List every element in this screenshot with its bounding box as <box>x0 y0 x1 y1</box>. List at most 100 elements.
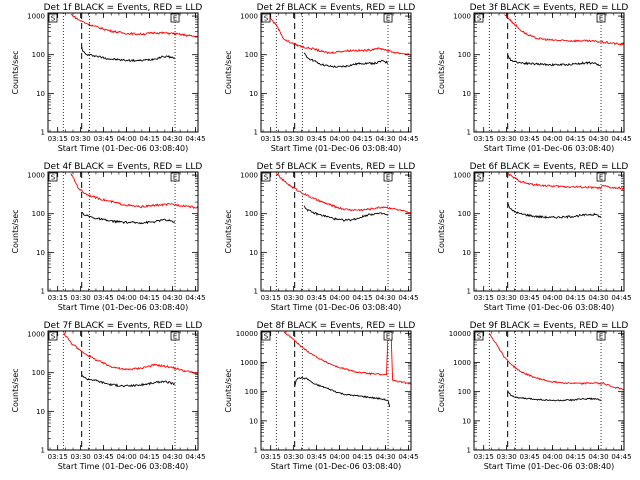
marker-box-label: E <box>386 15 390 23</box>
y-axis-label: Counts/sec <box>437 50 446 94</box>
x-tick-label: 03:15 <box>48 453 68 461</box>
lld-series-line <box>70 173 199 209</box>
marker-box <box>383 13 393 23</box>
marker-box-label: S <box>51 15 56 23</box>
events-series-line <box>507 54 602 67</box>
marker-box <box>48 331 58 341</box>
y-tick-label: 10 <box>462 417 471 425</box>
x-tick-label: 03:45 <box>307 135 327 143</box>
marker-box <box>596 172 606 182</box>
marker-box-label: S <box>264 174 269 182</box>
x-tick-label: 04:30 <box>588 453 608 461</box>
events-series-line <box>294 376 391 407</box>
x-tick-label: 04:00 <box>329 135 349 143</box>
lld-series-line <box>507 172 625 191</box>
x-axis-label: Start Time (01-Dec-06 03:08:40) <box>484 144 615 153</box>
y-tick-label: 1000 <box>240 359 258 367</box>
y-tick-label: 1000 <box>453 172 471 180</box>
panel-title: Det 6f BLACK = Events, RED = LLD <box>470 162 629 172</box>
x-tick-label: 04:45 <box>185 294 205 302</box>
marker-box <box>170 331 180 341</box>
x-tick-label: 03:15 <box>261 294 281 302</box>
panel-det-1: Det 1f BLACK = Events, RED = LLD Counts/s… <box>11 3 206 153</box>
y-tick-label: 1000 <box>453 359 471 367</box>
marker-box-label: S <box>477 333 482 341</box>
y-tick-label: 10 <box>36 249 45 257</box>
x-tick-label: 04:15 <box>139 294 159 302</box>
x-tick-label: 03:15 <box>48 294 68 302</box>
y-tick-label: 10 <box>249 417 258 425</box>
panel-title: Det 2f BLACK = Events, RED = LLD <box>257 3 416 13</box>
x-tick-label: 03:15 <box>48 135 68 143</box>
y-tick-label: 1000 <box>27 13 45 21</box>
x-tick-label: 04:45 <box>185 135 205 143</box>
plot-frame <box>473 330 625 451</box>
x-tick-label: 04:00 <box>542 453 562 461</box>
x-tick-label: 03:15 <box>261 135 281 143</box>
y-tick-label: 1 <box>41 288 45 296</box>
x-tick-label: 04:00 <box>116 453 136 461</box>
marker-box-label: E <box>386 174 390 182</box>
x-tick-label: 04:45 <box>398 135 418 143</box>
y-tick-label: 10 <box>249 90 258 98</box>
panel-det-7: Det 7f BLACK = Events, RED = LLD Counts/s… <box>11 321 206 471</box>
marker-box-label: S <box>51 333 56 341</box>
x-tick-label: 04:45 <box>398 294 418 302</box>
marker-box <box>383 331 393 341</box>
y-axis-label: Counts/sec <box>437 368 446 412</box>
x-tick-label: 03:30 <box>497 135 517 143</box>
marker-box-label: S <box>477 15 482 23</box>
x-tick-label: 03:45 <box>307 294 327 302</box>
x-tick-label: 04:30 <box>162 453 182 461</box>
y-tick-label: 10 <box>249 249 258 257</box>
x-tick-label: 03:45 <box>94 453 114 461</box>
marker-box <box>474 331 484 341</box>
panel-title: Det 4f BLACK = Events, RED = LLD <box>44 162 203 172</box>
x-tick-label: 04:45 <box>398 453 418 461</box>
panel-title: Det 5f BLACK = Events, RED = LLD <box>257 162 416 172</box>
panel-det-4: Det 4f BLACK = Events, RED = LLD Counts/s… <box>11 162 206 312</box>
events-series-line <box>303 52 388 69</box>
x-tick-label: 04:45 <box>611 135 631 143</box>
y-tick-label: 10 <box>462 249 471 257</box>
y-tick-label: 1 <box>254 447 258 455</box>
plot-frame <box>473 12 625 133</box>
lld-series-line <box>275 173 412 214</box>
events-series-line <box>81 46 176 63</box>
x-tick-label: 04:45 <box>611 294 631 302</box>
y-tick-label: 100 <box>32 369 45 377</box>
marker-box <box>170 13 180 23</box>
x-tick-label: 04:00 <box>542 135 562 143</box>
panel-title: Det 1f BLACK = Events, RED = LLD <box>44 3 203 13</box>
panel-title: Det 7f BLACK = Events, RED = LLD <box>44 321 203 331</box>
x-axis-label: Start Time (01-Dec-06 03:08:40) <box>271 144 402 153</box>
y-tick-label: 10 <box>462 90 471 98</box>
marker-box-label: E <box>173 174 177 182</box>
x-tick-label: 03:15 <box>474 135 494 143</box>
marker-box <box>474 172 484 182</box>
y-axis-label: Counts/sec <box>224 50 233 94</box>
panel-title: Det 8f BLACK = Events, RED = LLD <box>257 321 416 331</box>
x-tick-label: 04:30 <box>375 453 395 461</box>
x-tick-label: 04:30 <box>588 135 608 143</box>
y-tick-label: 100 <box>458 388 471 396</box>
x-tick-label: 03:30 <box>284 135 304 143</box>
lld-series-line <box>70 14 199 38</box>
y-tick-label: 100 <box>245 51 258 59</box>
x-tick-label: 03:30 <box>497 453 517 461</box>
marker-box <box>596 13 606 23</box>
y-tick-label: 1 <box>467 288 471 296</box>
y-tick-label: 10000 <box>236 330 258 338</box>
marker-box <box>261 331 271 341</box>
marker-box <box>48 13 58 23</box>
y-tick-label: 1000 <box>453 13 471 21</box>
events-series-line <box>507 390 602 402</box>
marker-box-label: E <box>386 333 390 341</box>
y-axis-label: Counts/sec <box>224 209 233 253</box>
x-tick-label: 04:15 <box>352 294 372 302</box>
x-tick-label: 04:30 <box>375 294 395 302</box>
y-tick-label: 1000 <box>240 13 258 21</box>
y-tick-label: 1 <box>41 447 45 455</box>
x-tick-label: 03:30 <box>71 135 91 143</box>
marker-box-label: E <box>599 15 603 23</box>
